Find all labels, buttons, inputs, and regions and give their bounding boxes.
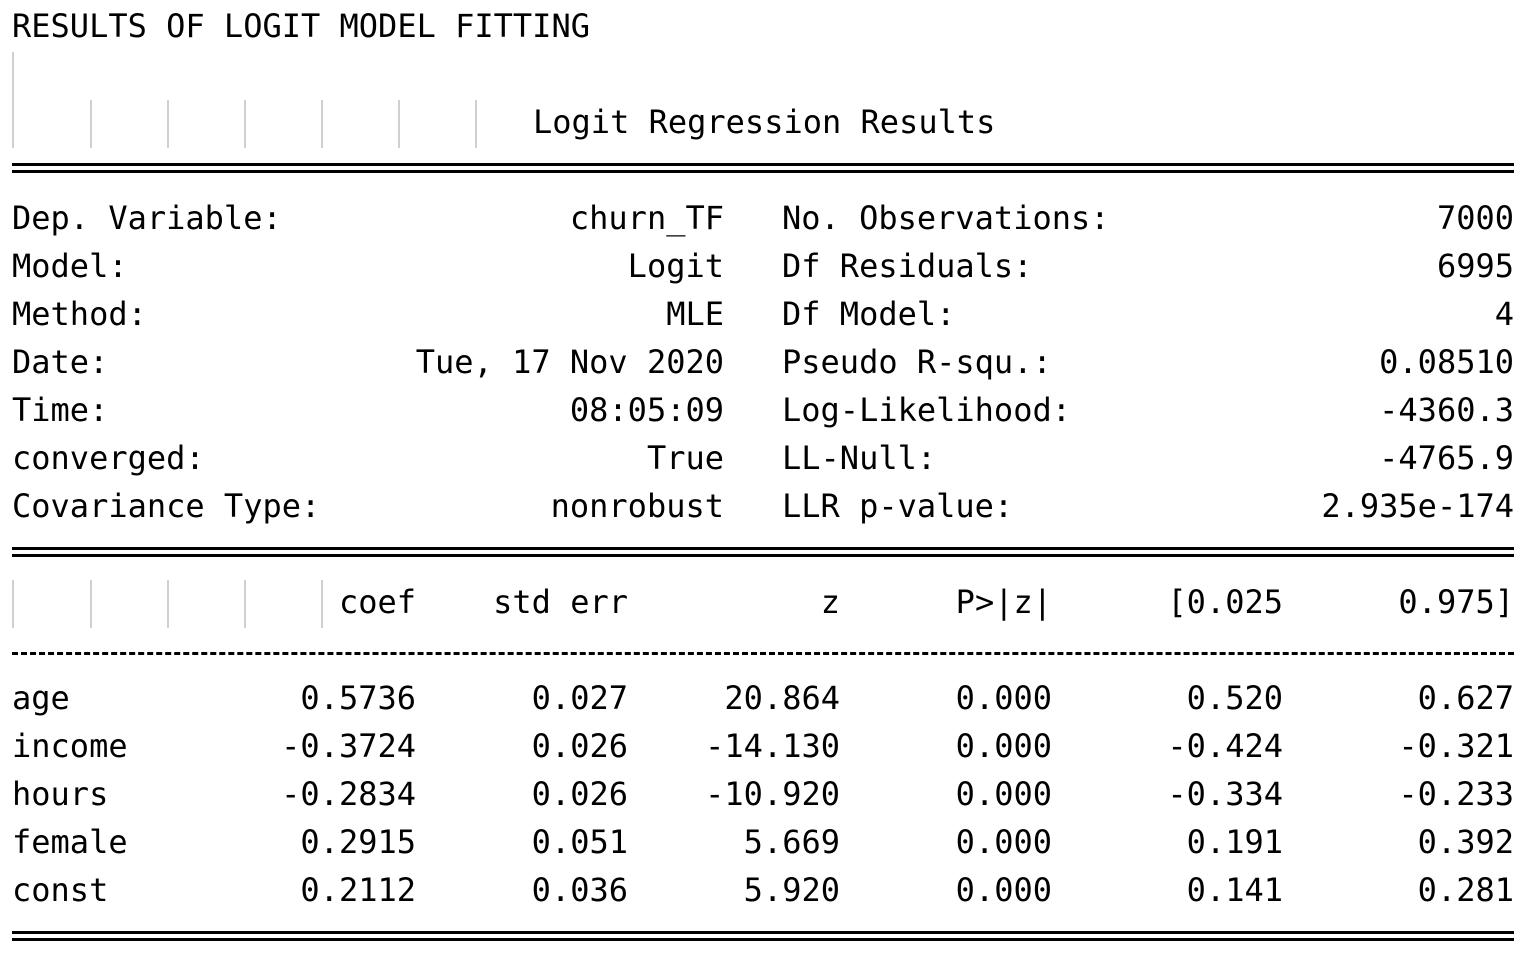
coef-row-value: 0.2915: [300, 823, 416, 861]
summary-left-label: Date:: [12, 343, 109, 381]
table-title: Logit Regression Results: [533, 103, 996, 141]
summary-right-label: No. Observations:: [782, 199, 1110, 237]
coef-column-header: [0.025: [1167, 583, 1283, 621]
coef-row-value: 0.5736: [300, 679, 416, 717]
coef-row-name: hours: [12, 775, 109, 813]
coef-row-name: income: [12, 727, 128, 765]
column-guide: [90, 580, 92, 628]
coef-row-value: -0.334: [1167, 775, 1283, 813]
coef-row-value: 0.026: [531, 775, 628, 813]
summary-left-value: nonrobust: [550, 487, 724, 525]
coef-row-name: female: [12, 823, 128, 861]
summary-right-value: -4765.9: [1379, 439, 1514, 477]
summary-left-value: True: [646, 439, 724, 477]
coef-row-value: 0.2112: [300, 871, 416, 909]
coef-row-value: 5.920: [743, 871, 840, 909]
column-guide: [12, 52, 14, 148]
coef-row-value: 0.627: [1417, 679, 1514, 717]
column-guide: [475, 100, 477, 148]
summary-right-value: 0.08510: [1379, 343, 1514, 381]
summary-left-value: Tue, 17 Nov 2020: [415, 343, 724, 381]
summary-left-label: Dep. Variable:: [12, 199, 282, 237]
column-guide: [321, 100, 323, 148]
column-guide: [244, 100, 246, 148]
coef-row-value: 0.000: [955, 775, 1052, 813]
summary-right-value: 4: [1494, 295, 1514, 333]
summary-left-label: converged:: [12, 439, 205, 477]
coef-row-value: 0.520: [1186, 679, 1283, 717]
coef-row-value: -14.130: [705, 727, 840, 765]
summary-right-value: 2.935e-174: [1321, 487, 1514, 525]
coef-row-value: 5.669: [743, 823, 840, 861]
coef-row-value: 0.000: [955, 823, 1052, 861]
coef-row-value: 20.864: [724, 679, 840, 717]
coef-column-header: std err: [493, 583, 628, 621]
summary-left-label: Model:: [12, 247, 128, 285]
summary-right-label: Pseudo R-squ.:: [782, 343, 1052, 381]
summary-right-label: Df Model:: [782, 295, 956, 333]
coef-row-value: 0.000: [955, 871, 1052, 909]
coef-column-header: z: [820, 583, 840, 621]
coef-row-value: 0.000: [955, 727, 1052, 765]
coef-row-value: -0.2834: [281, 775, 416, 813]
summary-left-label: Method:: [12, 295, 147, 333]
double-rule: [12, 162, 1514, 174]
coef-row-value: -10.920: [705, 775, 840, 813]
summary-right-label: LLR p-value:: [782, 487, 1014, 525]
summary-left-value: MLE: [666, 295, 724, 333]
coef-row-value: -0.3724: [281, 727, 416, 765]
double-rule: [12, 546, 1514, 558]
summary-left-value: churn_TF: [569, 199, 724, 237]
coef-row-value: -0.424: [1167, 727, 1283, 765]
coef-column-header: 0.975]: [1398, 583, 1514, 621]
summary-right-label: Df Residuals:: [782, 247, 1033, 285]
summary-right-label: LL-Null:: [782, 439, 937, 477]
coef-row-name: age: [12, 679, 70, 717]
column-guide: [12, 580, 14, 628]
column-guide: [244, 580, 246, 628]
summary-left-value: Logit: [627, 247, 724, 285]
coef-row-value: 0.051: [531, 823, 628, 861]
summary-right-value: -4360.3: [1379, 391, 1514, 429]
summary-right-value: 7000: [1436, 199, 1514, 237]
coef-column-header: P>|z|: [955, 583, 1052, 621]
coef-row-value: 0.026: [531, 727, 628, 765]
coef-row-value: 0.392: [1417, 823, 1514, 861]
summary-left-label: Covariance Type:: [12, 487, 321, 525]
column-guide: [321, 580, 323, 628]
dashed-rule: [12, 648, 1514, 660]
coef-column-header: coef: [338, 583, 416, 621]
column-guide: [398, 100, 400, 148]
coef-row-value: 0.000: [955, 679, 1052, 717]
summary-right-value: 6995: [1436, 247, 1514, 285]
coef-row-value: 0.281: [1417, 871, 1514, 909]
summary-left-label: Time:: [12, 391, 109, 429]
coef-row-value: -0.321: [1398, 727, 1514, 765]
coef-row-name: const: [12, 871, 109, 909]
coef-row-value: -0.233: [1398, 775, 1514, 813]
double-rule: [12, 930, 1514, 942]
column-guide: [167, 580, 169, 628]
coef-row-value: 0.027: [531, 679, 628, 717]
coef-row-value: 0.036: [531, 871, 628, 909]
output-heading: RESULTS OF LOGIT MODEL FITTING: [12, 7, 590, 45]
column-guide: [167, 100, 169, 148]
summary-right-label: Log-Likelihood:: [782, 391, 1071, 429]
column-guide: [90, 100, 92, 148]
summary-left-value: 08:05:09: [569, 391, 724, 429]
coef-row-value: 0.141: [1186, 871, 1283, 909]
coef-row-value: 0.191: [1186, 823, 1283, 861]
